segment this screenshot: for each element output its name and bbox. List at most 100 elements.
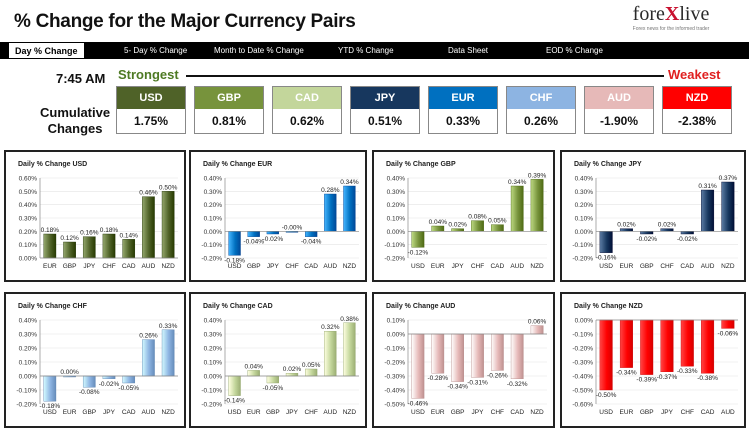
tab-day-change[interactable]: Day % Change (8, 42, 85, 59)
bar (266, 375, 279, 384)
data-label: -0.37% (657, 374, 678, 381)
x-tick-label: NZD (343, 263, 357, 270)
y-tick-label: 0.30% (204, 189, 223, 196)
x-tick-label: GBP (451, 409, 465, 416)
bar (228, 375, 241, 396)
y-tick-label: 0.00% (204, 374, 223, 381)
data-label: 0.05% (488, 218, 507, 225)
chart-title: Daily % Change NZD (574, 303, 643, 310)
x-tick-label: AUD (323, 263, 337, 270)
bar (701, 319, 715, 374)
data-label: 0.38% (340, 316, 359, 323)
data-label: 0.02% (283, 366, 302, 373)
y-tick-label: -0.50% (572, 388, 593, 395)
data-label: -0.39% (636, 377, 657, 384)
data-label: 0.26% (139, 333, 158, 340)
y-tick-label: 0.30% (575, 189, 594, 196)
data-label: -0.05% (263, 385, 284, 392)
bar (431, 225, 445, 232)
currency-change: -1.90% (599, 114, 639, 128)
y-tick-label: 0.20% (19, 346, 38, 353)
y-tick-label: -0.20% (384, 256, 405, 263)
tab-eod-change[interactable]: EOD % Change (546, 46, 603, 55)
y-tick-label: -0.20% (572, 346, 593, 353)
y-tick-label: 0.30% (387, 189, 406, 196)
currency-code: GBP (195, 87, 263, 109)
data-label: -0.31% (467, 379, 488, 386)
y-tick-label: 0.30% (19, 332, 38, 339)
currency-change: 1.75% (133, 114, 169, 128)
x-tick-label: CAD (490, 263, 504, 270)
forexlive-logo[interactable]: foreXlive Forex news for the informed tr… (615, 4, 727, 38)
x-tick-label: CHF (681, 409, 694, 416)
bar (530, 179, 544, 232)
bar (102, 375, 116, 379)
bar (161, 191, 175, 259)
bar (680, 319, 694, 367)
data-label: 0.04% (244, 363, 263, 370)
y-tick-label: 0.00% (19, 374, 38, 381)
tab-data-sheet[interactable]: Data Sheet (448, 46, 489, 55)
currency-box: EUR 0.33% (428, 86, 498, 134)
data-label: -0.46% (408, 400, 429, 407)
bar (680, 231, 694, 235)
y-tick-label: 0.10% (387, 216, 406, 223)
currency-code: CAD (273, 87, 341, 109)
timestamp: 7:45 AM (56, 71, 106, 86)
y-tick-label: -0.20% (572, 256, 593, 263)
bar (530, 325, 544, 335)
tab-ytd-change[interactable]: YTD % Change (338, 46, 394, 55)
y-tick-label: -0.10% (201, 388, 222, 395)
currency-code: EUR (429, 87, 497, 109)
y-tick-label: -0.20% (16, 402, 37, 409)
x-tick-label: JPY (452, 263, 465, 270)
y-tick-label: 0.10% (204, 360, 223, 367)
x-tick-label: CAD (122, 263, 136, 270)
bar (228, 231, 241, 256)
logo-text-b: X (664, 3, 680, 25)
currency-change: -2.38% (677, 114, 717, 128)
y-tick-label: 0.30% (19, 216, 38, 223)
y-tick-label: -0.50% (384, 402, 405, 409)
y-tick-label: -0.10% (572, 332, 593, 339)
x-tick-label: EUR (43, 263, 57, 270)
chart-svg: Daily % Change AUD -0.50% -0.40% -0.30% -0.2… (384, 303, 547, 416)
bar (247, 370, 260, 377)
y-tick-label: 0.20% (204, 202, 223, 209)
chart-title: Daily % Change USD (18, 161, 87, 168)
data-label: -0.28% (427, 375, 448, 382)
chart-svg: Daily % Change JPY -0.20% -0.10% 0.00% 0.10%… (572, 161, 738, 270)
bar (510, 333, 524, 379)
tab-month-to-date[interactable]: Month to Date % Change (214, 46, 304, 55)
data-label: -0.32% (507, 381, 528, 388)
bar (411, 231, 425, 248)
currency-code: USD (117, 87, 185, 109)
data-label: -0.18% (224, 257, 245, 264)
y-tick-label: 0.00% (19, 256, 38, 263)
bar (305, 368, 318, 377)
chart-title: Daily % Change EUR (203, 161, 272, 168)
tab-5day-change[interactable]: 5- Day % Change (124, 46, 188, 55)
data-label: -0.12% (408, 249, 429, 256)
data-label: 0.39% (528, 172, 547, 179)
x-tick-label: JPY (661, 409, 674, 416)
x-tick-label: EUR (431, 409, 445, 416)
data-label: 0.12% (60, 235, 79, 242)
data-label: 0.02% (448, 222, 467, 229)
x-tick-label: USD (411, 263, 425, 270)
chart-panel-gbp: Daily % Change GBP -0.20% -0.10% 0.00% 0.10%… (372, 150, 555, 282)
x-tick-label: GBP (640, 409, 654, 416)
chart-svg: Daily % Change USD0.00%0.10%0.20%0.30%0.… (18, 161, 178, 270)
data-label: -0.34% (616, 370, 637, 377)
bar (411, 333, 425, 399)
currency-change: 0.26% (523, 114, 559, 128)
bar (122, 239, 136, 259)
x-tick-label: EUR (431, 263, 445, 270)
cumulative-changes-label: Cumulative Changes (40, 105, 110, 137)
chart-panel-eur: Daily % Change EUR -0.20% -0.10% 0.00% 0.10%… (189, 150, 367, 282)
data-label: 0.50% (159, 184, 178, 191)
x-tick-label: CHF (491, 409, 504, 416)
bar (343, 185, 356, 232)
x-tick-label: GBP (63, 263, 77, 270)
logo-text-a: fore (632, 3, 665, 25)
